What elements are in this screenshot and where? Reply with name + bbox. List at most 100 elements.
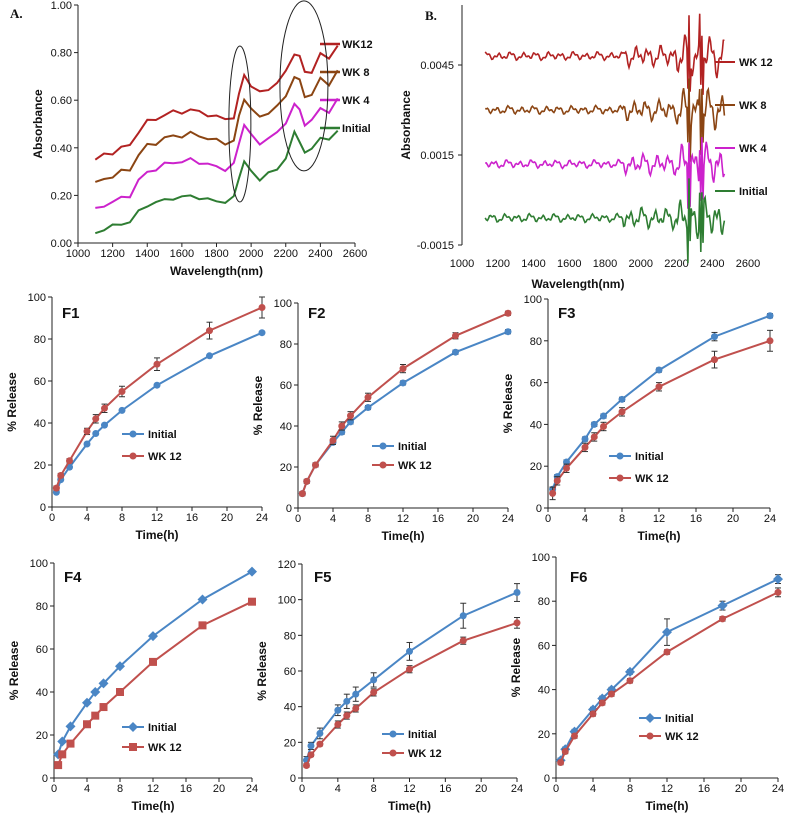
data-point	[83, 427, 91, 435]
series-line-wk8	[484, 78, 726, 162]
x-tick-label: 0	[553, 783, 559, 795]
legend-label: WK 12	[148, 451, 182, 463]
x-tick-label: 12	[397, 513, 409, 525]
data-point	[248, 597, 256, 606]
legend-label: Initial	[148, 429, 177, 441]
x-tick-label: 16	[690, 513, 702, 525]
data-point	[57, 736, 68, 747]
data-point	[312, 461, 319, 469]
data-point	[101, 404, 108, 412]
y-tick-label: -0.0015	[417, 240, 454, 252]
data-point	[352, 704, 360, 712]
y-tick-label: 20	[280, 462, 292, 474]
chart-panel-f6: F6 0 20 40 60 80 100 0 4 8 12 16 20 24 Time(h) % Releas…	[509, 552, 784, 813]
data-point	[206, 327, 213, 335]
legend-marker	[389, 749, 397, 757]
chart-panel-a: A. 0.00 0.20 0.40 0.60 0.80 1.00 1000 1200 1400 16…	[10, 0, 373, 278]
legend-marker	[128, 722, 138, 732]
chart-panel-f2: F2 0 20 40 60 80 100 0 4 8 12 16 20 24 Time(h) % Releas…	[251, 298, 514, 543]
legend-marker	[379, 442, 387, 450]
y-tick-label: 0	[536, 503, 542, 515]
x-tick-label: 1600	[557, 258, 581, 270]
data-point	[334, 721, 342, 728]
legend-label: Initial	[342, 123, 371, 135]
data-point	[399, 365, 407, 373]
data-point	[101, 421, 108, 429]
data-point	[58, 750, 67, 759]
x-tick-label: 16	[439, 783, 451, 795]
x-tick-label: 8	[117, 783, 123, 795]
data-point	[316, 729, 324, 737]
data-point	[549, 489, 557, 497]
x-tick-label: 4	[590, 783, 596, 795]
x-tick-label: 24	[246, 783, 258, 795]
data-point	[513, 589, 521, 597]
y-tick-label: 0	[286, 503, 292, 515]
y-tick-label: 40	[34, 418, 46, 430]
data-point	[581, 443, 589, 451]
data-point	[118, 388, 126, 395]
y-tick-label: 0.80	[51, 48, 72, 60]
y-tick-label: 0.00	[51, 238, 72, 250]
legend-label: WK 12	[739, 57, 773, 69]
x-axis-label: Time(h)	[637, 529, 680, 543]
legend-marker	[129, 430, 137, 438]
chart-title: F5	[314, 569, 332, 586]
series-line-wk4	[484, 137, 726, 209]
x-tick-label: 1400	[521, 258, 545, 270]
data-point	[655, 366, 663, 374]
x-axis-label: Wavelength(nm)	[170, 264, 263, 278]
x-axis-label: Time(h)	[645, 799, 688, 813]
x-axis-label: Wavelength(nm)	[532, 277, 625, 291]
data-point	[406, 647, 413, 655]
legend-label: Initial	[408, 729, 437, 741]
x-tick-label: 8	[619, 513, 625, 525]
data-point	[766, 312, 774, 320]
y-tick-label: 20	[284, 737, 296, 749]
x-tick-label: 2400	[308, 248, 332, 260]
x-tick-label: 0	[51, 783, 57, 795]
y-tick-label: 1.00	[51, 0, 72, 12]
y-tick-label: 40	[284, 702, 296, 714]
x-tick-label: 1800	[204, 248, 228, 260]
data-point	[774, 588, 782, 596]
data-point	[399, 379, 407, 387]
y-tick-label: 40	[36, 687, 48, 699]
y-axis-label: Absorbance	[399, 90, 413, 160]
data-point	[773, 574, 783, 585]
data-point	[92, 430, 100, 437]
data-point	[247, 566, 257, 577]
x-tick-label: 2600	[343, 248, 367, 260]
y-tick-label: 0.60	[51, 95, 72, 107]
y-axis-label: % Release	[5, 372, 19, 432]
x-tick-label: 16	[186, 512, 198, 524]
data-point	[57, 472, 65, 479]
x-axis-label: Time(h)	[381, 529, 424, 543]
data-point	[149, 657, 157, 666]
y-axis-label: Absorbance	[31, 89, 45, 159]
data-point	[298, 490, 306, 498]
data-point	[655, 383, 663, 391]
data-point	[153, 381, 161, 389]
panel-label: A.	[10, 6, 23, 21]
x-tick-label: 2200	[274, 248, 298, 260]
data-point	[66, 457, 73, 465]
x-tick-label: 1600	[170, 248, 194, 260]
data-point	[717, 600, 728, 611]
chart-title: F2	[308, 305, 326, 322]
series-line-wk12	[301, 312, 509, 494]
x-tick-label: 8	[365, 513, 371, 525]
data-point	[316, 740, 324, 748]
data-point	[148, 631, 158, 642]
series-line-wk12	[559, 591, 779, 763]
data-point	[504, 309, 512, 317]
highlight-ellipse	[279, 0, 329, 172]
data-point	[504, 328, 512, 336]
x-tick-label: 16	[180, 783, 192, 795]
legend-label: WK 12	[398, 460, 432, 472]
data-point	[83, 720, 91, 729]
series-line-wk12	[305, 621, 518, 766]
x-axis-label: Time(h)	[388, 799, 431, 813]
series-line-initial	[305, 591, 518, 761]
data-point	[563, 464, 570, 472]
